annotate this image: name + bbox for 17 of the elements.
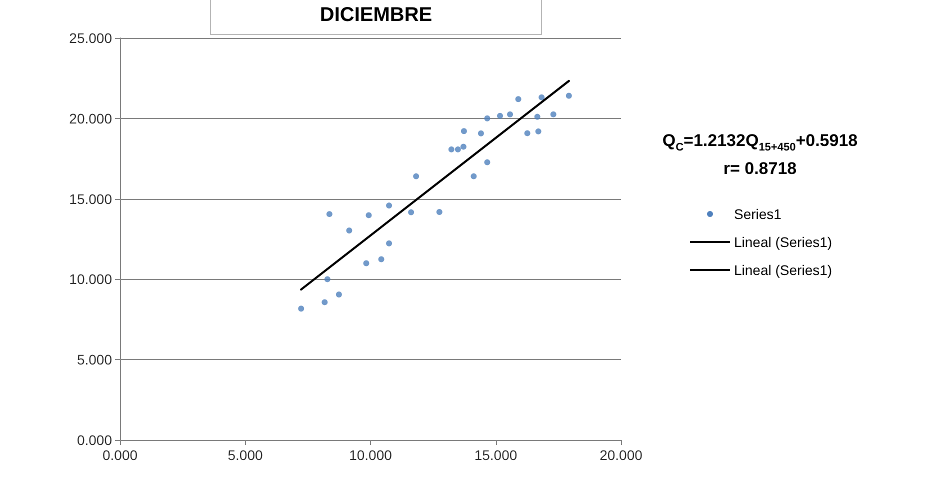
x-tick-label: 15.000 [474,447,518,463]
y-tick-label: 5.000 [76,352,112,368]
y-tick-label: 10.000 [69,271,112,288]
x-tick-label: 10.000 [349,447,392,463]
y-tick-label: 25.000 [69,30,112,46]
legend-label: Lineal (Series1) [734,262,832,278]
x-tick-label: 5.000 [228,447,263,463]
y-tick-label: 0.000 [76,432,112,448]
y-tick-label: 15.000 [69,190,112,207]
chart-title: DICIEMBRE [210,0,542,35]
text: r= 0.8718 [722,158,798,180]
x-tick-label: 0.000 [102,447,138,463]
legend-label: Series1 [734,206,782,222]
text: Q$_{C}$=1.2132Q$_{15+450}$+0.5918 [661,130,859,156]
y-tick-label: 20.000 [69,110,112,126]
legend-label: Lineal (Series1) [734,234,832,250]
x-tick-label: 20.000 [600,447,643,463]
